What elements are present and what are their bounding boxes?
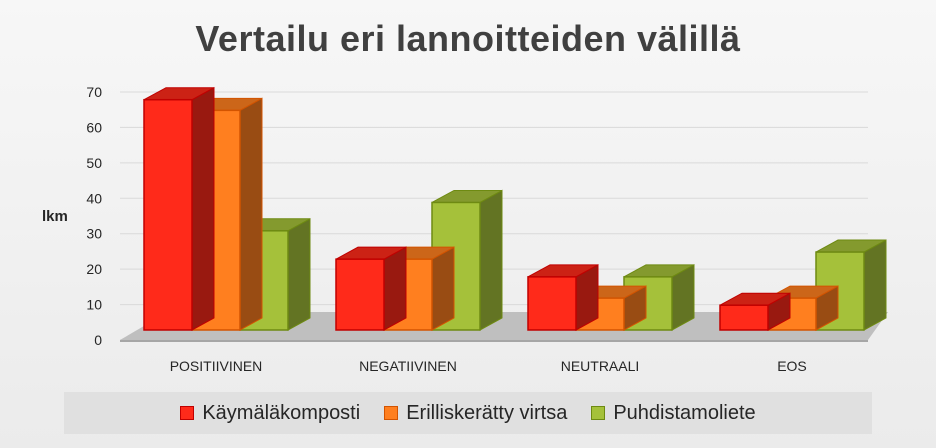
y-tick-label: 0 bbox=[94, 332, 102, 348]
bar-side bbox=[431, 246, 455, 331]
bar-side bbox=[287, 217, 311, 331]
y-axis-label: lkm bbox=[42, 208, 68, 225]
bar-side bbox=[479, 189, 503, 331]
legend-swatch bbox=[591, 406, 606, 420]
y-tick-label: 50 bbox=[86, 155, 102, 171]
legend-item: Erilliskerätty virtsa bbox=[384, 402, 567, 425]
legend-item: Käymäläkomposti bbox=[180, 402, 360, 425]
x-tick-label: NEUTRAALI bbox=[561, 358, 640, 374]
legend-label: Käymäläkomposti bbox=[202, 401, 361, 424]
bar bbox=[143, 98, 193, 331]
bar bbox=[335, 258, 385, 331]
bar-side bbox=[383, 246, 407, 331]
legend-label: Puhdistamoliete bbox=[613, 401, 756, 424]
x-tick-label: EOS bbox=[777, 358, 807, 374]
x-tick-label: POSITIIVINEN bbox=[170, 358, 263, 374]
bar-side bbox=[239, 97, 263, 331]
y-tick-label: 10 bbox=[86, 297, 102, 313]
bar bbox=[527, 276, 577, 331]
y-tick-label: 70 bbox=[86, 84, 102, 100]
y-tick-label: 20 bbox=[86, 261, 102, 277]
chart-title: Vertailu eri lannoitteiden välillä bbox=[195, 18, 741, 59]
floor bbox=[120, 312, 888, 340]
bar-side bbox=[191, 86, 215, 331]
x-tick-label: NEGATIIVINEN bbox=[359, 358, 457, 374]
legend: Käymäläkomposti Erilliskerätty virtsa Puhd… bbox=[64, 392, 872, 434]
y-tick-label: 40 bbox=[86, 190, 102, 206]
bar-side bbox=[863, 239, 887, 331]
legend-item: Puhdistamoliete bbox=[591, 401, 756, 425]
floor-edge bbox=[120, 340, 868, 342]
legend-label: Erilliskerätty virtsa bbox=[406, 401, 568, 424]
legend-swatch bbox=[384, 406, 399, 420]
y-tick-label: 60 bbox=[86, 119, 102, 135]
legend-swatch bbox=[180, 406, 195, 420]
y-tick-label: 30 bbox=[86, 226, 102, 242]
bar bbox=[719, 304, 769, 331]
